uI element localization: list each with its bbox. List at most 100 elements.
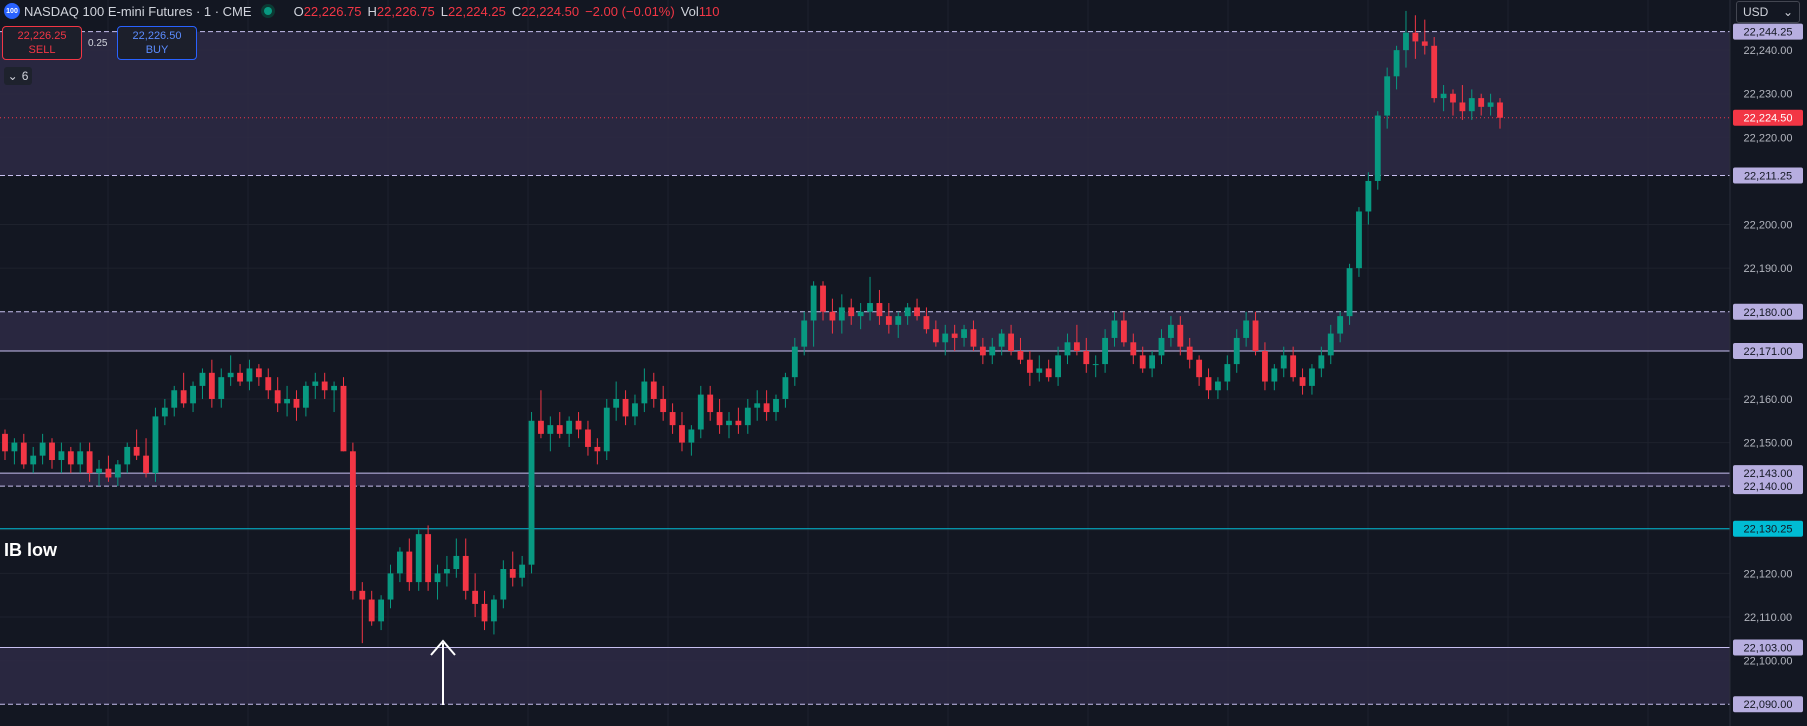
candle-body — [86, 451, 93, 474]
candle-body — [1045, 368, 1052, 378]
level-price-tag-bg — [1733, 696, 1803, 713]
high-label: H — [367, 3, 377, 19]
candle-body — [1450, 93, 1456, 103]
currency-select[interactable]: USD ⌄ — [1736, 1, 1800, 23]
sell-label: SELL — [28, 44, 56, 56]
candle-body — [444, 569, 450, 574]
candle-body — [1346, 268, 1353, 317]
candle-body — [321, 381, 328, 391]
level-price-tag: 22,180.00 — [1744, 307, 1793, 319]
low-value: 22,224.25 — [448, 3, 506, 19]
candle-body — [77, 451, 84, 465]
chevron-down-icon: ⌄ — [7, 69, 18, 83]
buy-button[interactable]: 22,226.50 BUY — [117, 26, 197, 60]
indicators-toggle[interactable]: ⌄ 6 — [4, 67, 32, 85]
candle-body — [237, 372, 243, 382]
y-tick-label: 22,110.00 — [1744, 612, 1792, 624]
candle-body — [735, 420, 742, 426]
candle-body — [1158, 337, 1165, 356]
candle-body — [1280, 355, 1287, 369]
sell-price: 22,226.25 — [17, 30, 67, 42]
level-price-tag: 22,211.25 — [1744, 171, 1792, 183]
candle-body — [1055, 355, 1061, 378]
candle-body — [11, 442, 18, 452]
level-price-tag: 22,171.00 — [1744, 346, 1793, 358]
candle-body — [848, 307, 855, 317]
candle-body — [293, 398, 300, 408]
candle-body — [1092, 364, 1099, 366]
candle-body — [1205, 377, 1212, 391]
candle-body — [1196, 359, 1203, 378]
y-tick-label: 22,120.00 — [1744, 568, 1793, 580]
candle-body — [979, 346, 986, 356]
level-price-tag-bg — [1733, 520, 1803, 537]
candle-body — [396, 551, 403, 574]
candle-body — [124, 446, 131, 465]
candle-body — [782, 377, 789, 399]
candle-body — [556, 425, 563, 434]
candle-body — [1403, 32, 1409, 51]
buy-price: 22,226.50 — [132, 30, 182, 42]
candle-body — [415, 534, 422, 583]
open-label: O — [293, 3, 304, 19]
currency-label: USD — [1743, 5, 1769, 19]
candle-body — [519, 564, 526, 578]
sell-button[interactable]: 22,226.25 SELL — [2, 26, 82, 60]
candle-body — [1393, 50, 1400, 77]
volume-label: Vol — [680, 3, 699, 19]
candle-body — [1149, 355, 1156, 369]
candle-body — [566, 420, 573, 434]
candle-body — [679, 425, 685, 443]
candle-body — [528, 420, 535, 565]
zone-band — [0, 31, 1730, 176]
candle-body — [509, 569, 516, 578]
candle-body — [255, 368, 262, 378]
change-value: −2.00 (−0.01%) — [585, 3, 675, 19]
candle-body — [105, 468, 112, 478]
symbol-logo-icon[interactable]: 100 — [4, 3, 20, 19]
candle-body — [1120, 320, 1127, 343]
low-label: L — [440, 3, 448, 19]
market-status-icon — [263, 7, 272, 15]
candle-body — [744, 407, 751, 426]
candle-body — [754, 403, 761, 408]
candle-body — [349, 451, 356, 591]
candle-body — [171, 390, 178, 408]
open-value: 22,226.75 — [303, 3, 362, 19]
level-price-tag-bg — [1733, 303, 1803, 320]
candle-body — [434, 573, 441, 583]
candle-body — [1421, 41, 1428, 46]
candle-body — [331, 385, 338, 391]
candle-body — [613, 398, 620, 408]
candle-body — [1215, 381, 1221, 391]
candle-body — [1290, 355, 1297, 378]
candle-body — [114, 464, 121, 478]
candle-body — [2, 433, 8, 452]
candle-body — [773, 398, 779, 413]
zone-band — [0, 647, 1730, 705]
symbol-title[interactable]: NASDAQ 100 E-mini Futures · 1 · CME — [24, 3, 252, 19]
price-axis: 22,100.0022,110.0022,120.0022,130.0022,1… — [1729, 0, 1807, 726]
candle-body — [547, 425, 554, 434]
candle-body — [1318, 355, 1325, 369]
candle-body — [585, 429, 591, 447]
spread-value: 0.25 — [88, 38, 108, 49]
candle-body — [1224, 364, 1231, 382]
candle-body — [1008, 333, 1014, 352]
candle-body — [1262, 351, 1268, 382]
candle-body — [152, 416, 159, 474]
candle-body — [406, 551, 413, 583]
candle-body — [914, 307, 920, 317]
candle-body — [67, 451, 74, 465]
candle-body — [265, 377, 272, 391]
candle-body — [1073, 342, 1080, 352]
level-price-tag: 22,143.00 — [1744, 468, 1793, 480]
candle-body — [208, 372, 215, 399]
arrow-head-icon — [430, 639, 456, 656]
candle-body — [1309, 368, 1315, 386]
zone-band — [0, 311, 1730, 352]
arrow-annotation — [430, 639, 456, 705]
candle-body — [622, 398, 629, 417]
candle-body — [857, 311, 864, 317]
